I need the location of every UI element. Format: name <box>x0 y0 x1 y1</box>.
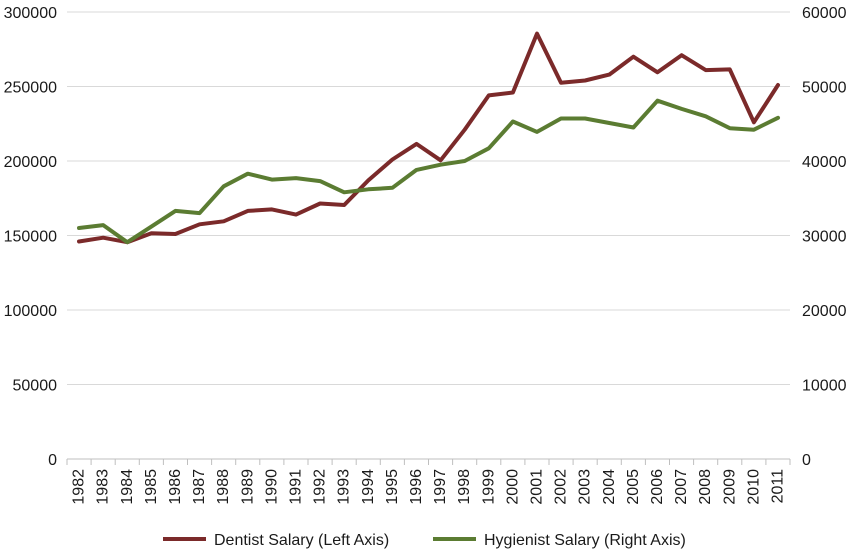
right-axis-tick-label: 0 <box>802 452 811 469</box>
axes <box>66 458 791 465</box>
series-lines <box>77 31 780 245</box>
left-axis-tick-label: 100000 <box>4 303 57 320</box>
x-axis-tick-label: 1994 <box>360 469 377 505</box>
right-axis-tick-label: 20000 <box>802 303 847 320</box>
series-line-hygienist <box>77 98 780 245</box>
legend-label: Hygienist Salary (Right Axis) <box>484 532 686 549</box>
x-axis-tick-label: 1998 <box>456 469 473 505</box>
x-axis-tick-label: 2011 <box>769 469 786 504</box>
left-axis-tick-label: 150000 <box>4 229 57 246</box>
left-axis-tick-label: 50000 <box>13 378 58 395</box>
x-axis-tick-label: 1987 <box>191 469 208 505</box>
series-line-dentist <box>77 31 780 245</box>
x-axis-tick-label: 1989 <box>239 469 256 505</box>
right-axis-tick-label: 50000 <box>802 80 847 97</box>
x-axis-tick-label: 1988 <box>215 469 232 505</box>
x-axis-tick-label: 2001 <box>528 469 545 505</box>
left-axis-ticks: 0 50000 100000 150000 200000 250000 300000 <box>4 5 57 469</box>
x-axis-tick-label: 1999 <box>480 469 497 505</box>
x-axis-tick-label: 1982 <box>71 469 88 505</box>
x-axis-tick-label: 2002 <box>553 469 570 505</box>
x-axis-tick-label: 2003 <box>577 469 594 505</box>
x-axis-ticks: 1982 1983 1984 1985 1986 1987 1988 1989 1990 1991… <box>71 469 787 505</box>
left-axis-tick-label: 200000 <box>4 154 57 171</box>
x-axis-tick-label: 2007 <box>673 469 690 505</box>
left-axis-tick-label: 250000 <box>4 80 57 97</box>
left-axis-tick-label: 300000 <box>4 5 57 22</box>
x-axis-tick-label: 2008 <box>697 469 714 505</box>
x-axis-tick-label: 2000 <box>504 469 521 505</box>
x-axis-tick-label: 1983 <box>95 469 112 505</box>
gridlines <box>67 11 790 385</box>
right-axis-tick-label: 10000 <box>802 378 847 395</box>
x-axis-tick-label: 1993 <box>336 469 353 505</box>
x-axis-tick-label: 1995 <box>384 469 401 505</box>
x-axis-tick-label: 2010 <box>745 469 762 505</box>
right-axis-tick-label: 60000 <box>802 5 847 22</box>
right-axis-tick-label: 40000 <box>802 154 847 171</box>
x-axis-tick-label: 1990 <box>263 469 280 505</box>
x-axis-tick-label: 1996 <box>408 469 425 505</box>
x-axis-tick-label: 1992 <box>312 469 329 505</box>
x-axis-tick-label: 2006 <box>649 469 666 505</box>
x-axis-tick-label: 2009 <box>721 469 738 505</box>
x-axis-tick-label: 1997 <box>432 469 449 505</box>
left-axis-tick-label: 0 <box>48 452 57 469</box>
x-axis-tick-label: 1986 <box>167 469 184 505</box>
legend: Dentist Salary (Left Axis) Hygienist Sala… <box>163 532 686 549</box>
x-axis-tick-label: 2005 <box>625 469 642 505</box>
x-axis-tick-label: 1991 <box>287 469 304 505</box>
x-axis-tick-label: 1984 <box>119 469 136 505</box>
right-axis-tick-label: 30000 <box>802 229 847 246</box>
x-axis-tick-label: 1985 <box>143 469 160 505</box>
right-axis-ticks: 0 10000 20000 30000 40000 50000 60000 <box>802 5 847 469</box>
legend-label: Dentist Salary (Left Axis) <box>214 532 389 549</box>
x-axis-tick-label: 2004 <box>601 469 618 505</box>
